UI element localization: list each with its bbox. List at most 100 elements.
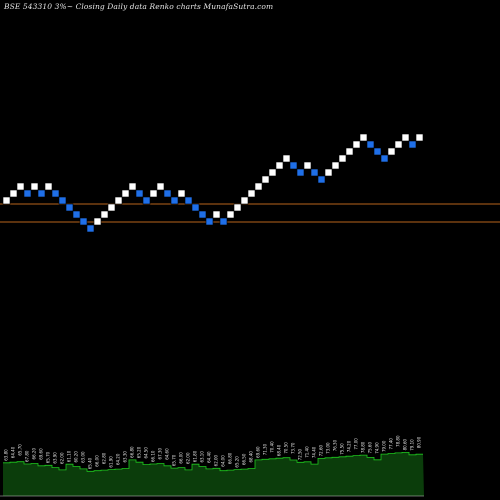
renko-brick-up bbox=[387, 147, 396, 156]
volume-label: 61.80 bbox=[193, 450, 198, 462]
volume-label: 66.20 bbox=[32, 448, 37, 460]
volume-label: 78.80 bbox=[361, 441, 366, 453]
renko-brick-up bbox=[2, 196, 11, 205]
volume-label: 62.80 bbox=[102, 452, 107, 464]
renko-brick-down bbox=[219, 217, 228, 226]
renko-brick-up bbox=[352, 140, 361, 149]
volume-label: 70.40 bbox=[270, 441, 275, 453]
renko-brick-down bbox=[58, 196, 67, 205]
renko-brick-down bbox=[86, 224, 95, 233]
volume-label: 70.50 bbox=[284, 442, 289, 454]
renko-brick-up bbox=[247, 189, 256, 198]
volume-label: 75.50 bbox=[340, 443, 345, 455]
volume-label: 74.20 bbox=[347, 440, 352, 452]
volume-label: 73.70 bbox=[291, 442, 296, 454]
renko-brick-down bbox=[408, 140, 417, 149]
renko-brick-down bbox=[310, 168, 319, 177]
volume-label: 80.90 bbox=[417, 436, 422, 448]
renko-brick-up bbox=[156, 182, 165, 191]
renko-brick-up bbox=[261, 175, 270, 184]
volume-label: 76.30 bbox=[333, 439, 338, 451]
renko-bricks bbox=[2, 133, 424, 233]
volume-label: 67.80 bbox=[25, 450, 30, 462]
volume-label: 66.10 bbox=[151, 450, 156, 462]
volume-label: 72.50 bbox=[298, 448, 303, 460]
volume-label: 73.00 bbox=[326, 442, 331, 454]
renko-brick-up bbox=[44, 182, 53, 191]
volume-label: 64.00 bbox=[221, 455, 226, 467]
chart-title: BSE 543310 3%~ Closing Daily data Renko … bbox=[4, 2, 274, 11]
renko-brick-up bbox=[233, 203, 242, 212]
renko-brick-up bbox=[93, 217, 102, 226]
volume-label: 71.30 bbox=[263, 443, 268, 455]
volume-label: 80.60 bbox=[403, 438, 408, 450]
renko-brick-down bbox=[296, 168, 305, 177]
volume-label: 63.80 bbox=[4, 449, 9, 461]
renko-brick-down bbox=[170, 196, 179, 205]
volume-label: 69.60 bbox=[39, 448, 44, 460]
volume-label: 74.90 bbox=[375, 442, 380, 454]
volume-label: 61.90 bbox=[109, 456, 114, 468]
renko-brick-down bbox=[198, 210, 207, 219]
renko-brick-down bbox=[184, 196, 193, 205]
volume-label: 65.20 bbox=[137, 446, 142, 458]
volume-label: 68.40 bbox=[277, 444, 282, 456]
renko-brick-up bbox=[107, 203, 116, 212]
volume-label: 62.00 bbox=[214, 454, 219, 466]
renko-brick-down bbox=[65, 203, 74, 212]
renko-brick-up bbox=[345, 147, 354, 156]
volume-line bbox=[3, 452, 423, 472]
volume-label: 75.60 bbox=[368, 442, 373, 454]
renko-brick-down bbox=[205, 217, 214, 226]
renko-brick-up bbox=[338, 154, 347, 163]
renko-brick-down bbox=[142, 196, 151, 205]
renko-brick-up bbox=[149, 189, 158, 198]
volume-label: 62.00 bbox=[60, 452, 65, 464]
renko-brick-up bbox=[282, 154, 291, 163]
volume-label: 63.30 bbox=[123, 451, 128, 463]
volume-label: 68.40 bbox=[249, 451, 254, 463]
volume-label: 79.10 bbox=[410, 439, 415, 451]
renko-brick-down bbox=[380, 154, 389, 163]
renko-brick-up bbox=[16, 182, 25, 191]
volume-label: 61.10 bbox=[67, 450, 72, 462]
renko-brick-up bbox=[30, 182, 39, 191]
volume-label: 63.00 bbox=[81, 451, 86, 463]
renko-brick-down bbox=[289, 161, 298, 170]
volume-label: 60.20 bbox=[74, 451, 79, 463]
volume-label: 65.20 bbox=[235, 456, 240, 468]
renko-brick-up bbox=[177, 189, 186, 198]
renko-brick-down bbox=[191, 203, 200, 212]
volume-label: 66.50 bbox=[242, 453, 247, 465]
renko-brick-down bbox=[79, 217, 88, 226]
renko-brick-down bbox=[373, 147, 382, 156]
volume-label: 64.40 bbox=[11, 446, 16, 458]
renko-brick-down bbox=[163, 189, 172, 198]
volume-label: 72.60 bbox=[319, 444, 324, 456]
renko-brick-up bbox=[275, 161, 284, 170]
volume-fill bbox=[3, 452, 424, 496]
renko-brick-up bbox=[415, 133, 424, 142]
renko-brick-up bbox=[268, 168, 277, 177]
volume-label: 66.80 bbox=[228, 452, 233, 464]
volume-label: 66.00 bbox=[95, 455, 100, 467]
renko-brick-down bbox=[366, 140, 375, 149]
volume-label: 67.30 bbox=[158, 448, 163, 460]
renko-brick-up bbox=[401, 133, 410, 142]
volume-label: 63.90 bbox=[53, 452, 58, 464]
volume-label: 65.70 bbox=[18, 444, 23, 456]
volume-label: 79.00 bbox=[382, 440, 387, 452]
renko-brick-up bbox=[212, 210, 221, 219]
renko-brick-up bbox=[121, 189, 130, 198]
renko-brick-down bbox=[51, 189, 60, 198]
volume-label: 77.00 bbox=[354, 438, 359, 450]
volume-label: 74.40 bbox=[312, 446, 317, 458]
volume-label: 77.40 bbox=[389, 438, 394, 450]
renko-brick-down bbox=[317, 175, 326, 184]
renko-brick-up bbox=[254, 182, 263, 191]
renko-brick-down bbox=[135, 189, 144, 198]
renko-brick-up bbox=[240, 196, 249, 205]
renko-brick-up bbox=[303, 161, 312, 170]
